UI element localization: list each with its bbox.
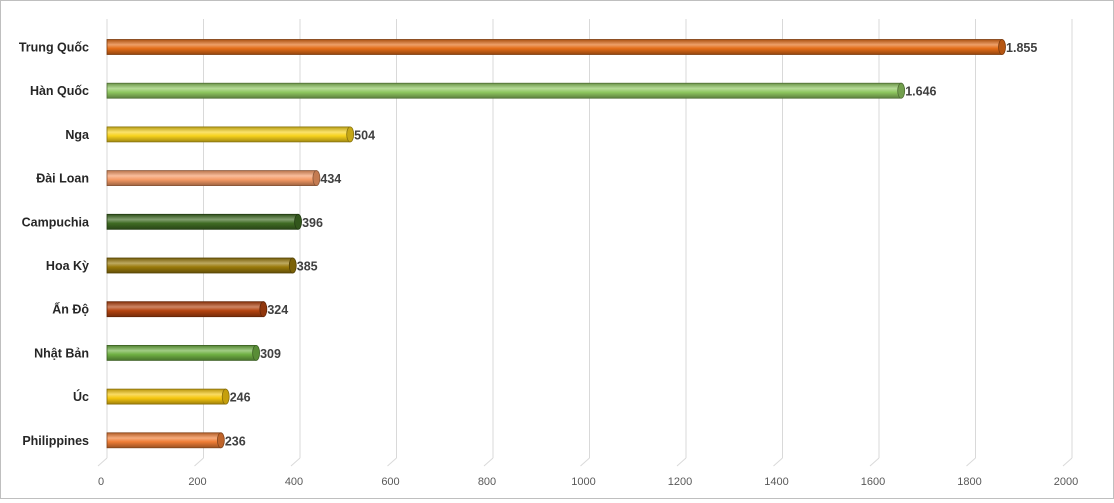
bar-body [106, 432, 222, 449]
bar-body [106, 257, 294, 274]
bar [106, 82, 906, 99]
gridline-base [1062, 457, 1073, 467]
bar-end-cap [312, 170, 321, 187]
bar [106, 432, 225, 449]
x-tick-label: 1200 [668, 476, 692, 488]
category-label: Đài Loan [36, 172, 89, 186]
value-label: 396 [302, 216, 323, 230]
bar-body [106, 82, 902, 99]
category-label: Nga [65, 128, 90, 142]
value-labels: 1.855 1.646 504 434 396 385 324 309 246 236 [225, 41, 1037, 448]
bar-body [106, 126, 351, 143]
category-labels: Trung Quốc Hàn Quốc Nga Đài Loan Campuchia Ho… [19, 41, 90, 448]
category-label: Úc [73, 389, 89, 404]
x-tick-label: 1600 [861, 476, 885, 488]
gridline-base [580, 457, 590, 467]
bar-end-cap [346, 126, 355, 143]
bar [106, 301, 268, 318]
value-label: 1.855 [1006, 41, 1037, 55]
category-label: Ấn Độ [52, 302, 89, 317]
x-tick-label: 200 [188, 476, 206, 488]
bar-body [106, 344, 257, 361]
gridline-base [869, 457, 880, 467]
x-tick-label: 600 [381, 476, 399, 488]
value-label: 246 [230, 391, 251, 405]
gridline-base [483, 457, 494, 467]
gridline-base [387, 457, 397, 467]
bar-end-cap [252, 344, 260, 361]
value-label: 385 [297, 260, 318, 274]
value-label: 1.646 [905, 85, 936, 99]
bar-body [106, 170, 317, 187]
category-label: Nhật Bản [34, 346, 89, 360]
value-label: 236 [225, 434, 246, 448]
bar-end-cap [216, 432, 225, 449]
gridline-base [97, 457, 108, 467]
category-label: Campuchia [22, 215, 90, 229]
value-label: 504 [354, 128, 375, 142]
x-axis-ticks: 0 200 400 600 800 1000 1200 1400 1600 1800 2000 [98, 476, 1078, 488]
category-label: Philippines [22, 434, 89, 448]
bar [106, 213, 302, 230]
bar-body [106, 301, 264, 318]
gridline-base [676, 457, 687, 467]
gridline-base [194, 457, 204, 467]
bar [106, 126, 355, 143]
value-label: 309 [260, 347, 281, 361]
x-tick-label: 0 [98, 476, 104, 488]
bar-body [106, 213, 299, 230]
bar-end-cap [294, 213, 302, 230]
x-tick-label: 1400 [764, 476, 788, 488]
bar-end-cap [998, 39, 1006, 55]
bar-end-cap [259, 301, 268, 318]
gridline-base [966, 457, 976, 467]
category-label: Hàn Quốc [30, 84, 89, 98]
bar [106, 344, 260, 361]
category-label: Trung Quốc [19, 41, 89, 55]
bar [106, 388, 230, 405]
bars [106, 39, 1006, 449]
x-tick-label: 800 [478, 476, 496, 488]
value-label: 324 [267, 303, 288, 317]
bar-end-cap [897, 82, 906, 99]
bar-end-cap [221, 388, 230, 405]
bar-body [106, 388, 227, 405]
x-tick-label: 1800 [957, 476, 981, 488]
bar [106, 257, 297, 274]
bar [106, 170, 321, 187]
value-label: 434 [320, 172, 341, 186]
gridline-base [773, 457, 783, 467]
bar-end-cap [288, 257, 297, 274]
x-tick-label: 400 [285, 476, 303, 488]
category-label: Hoa Kỳ [46, 259, 89, 273]
bar-body [106, 39, 1003, 55]
gridline-base [290, 457, 301, 467]
x-tick-label: 1000 [571, 476, 595, 488]
x-tick-label: 2000 [1054, 476, 1078, 488]
bar [106, 39, 1006, 55]
